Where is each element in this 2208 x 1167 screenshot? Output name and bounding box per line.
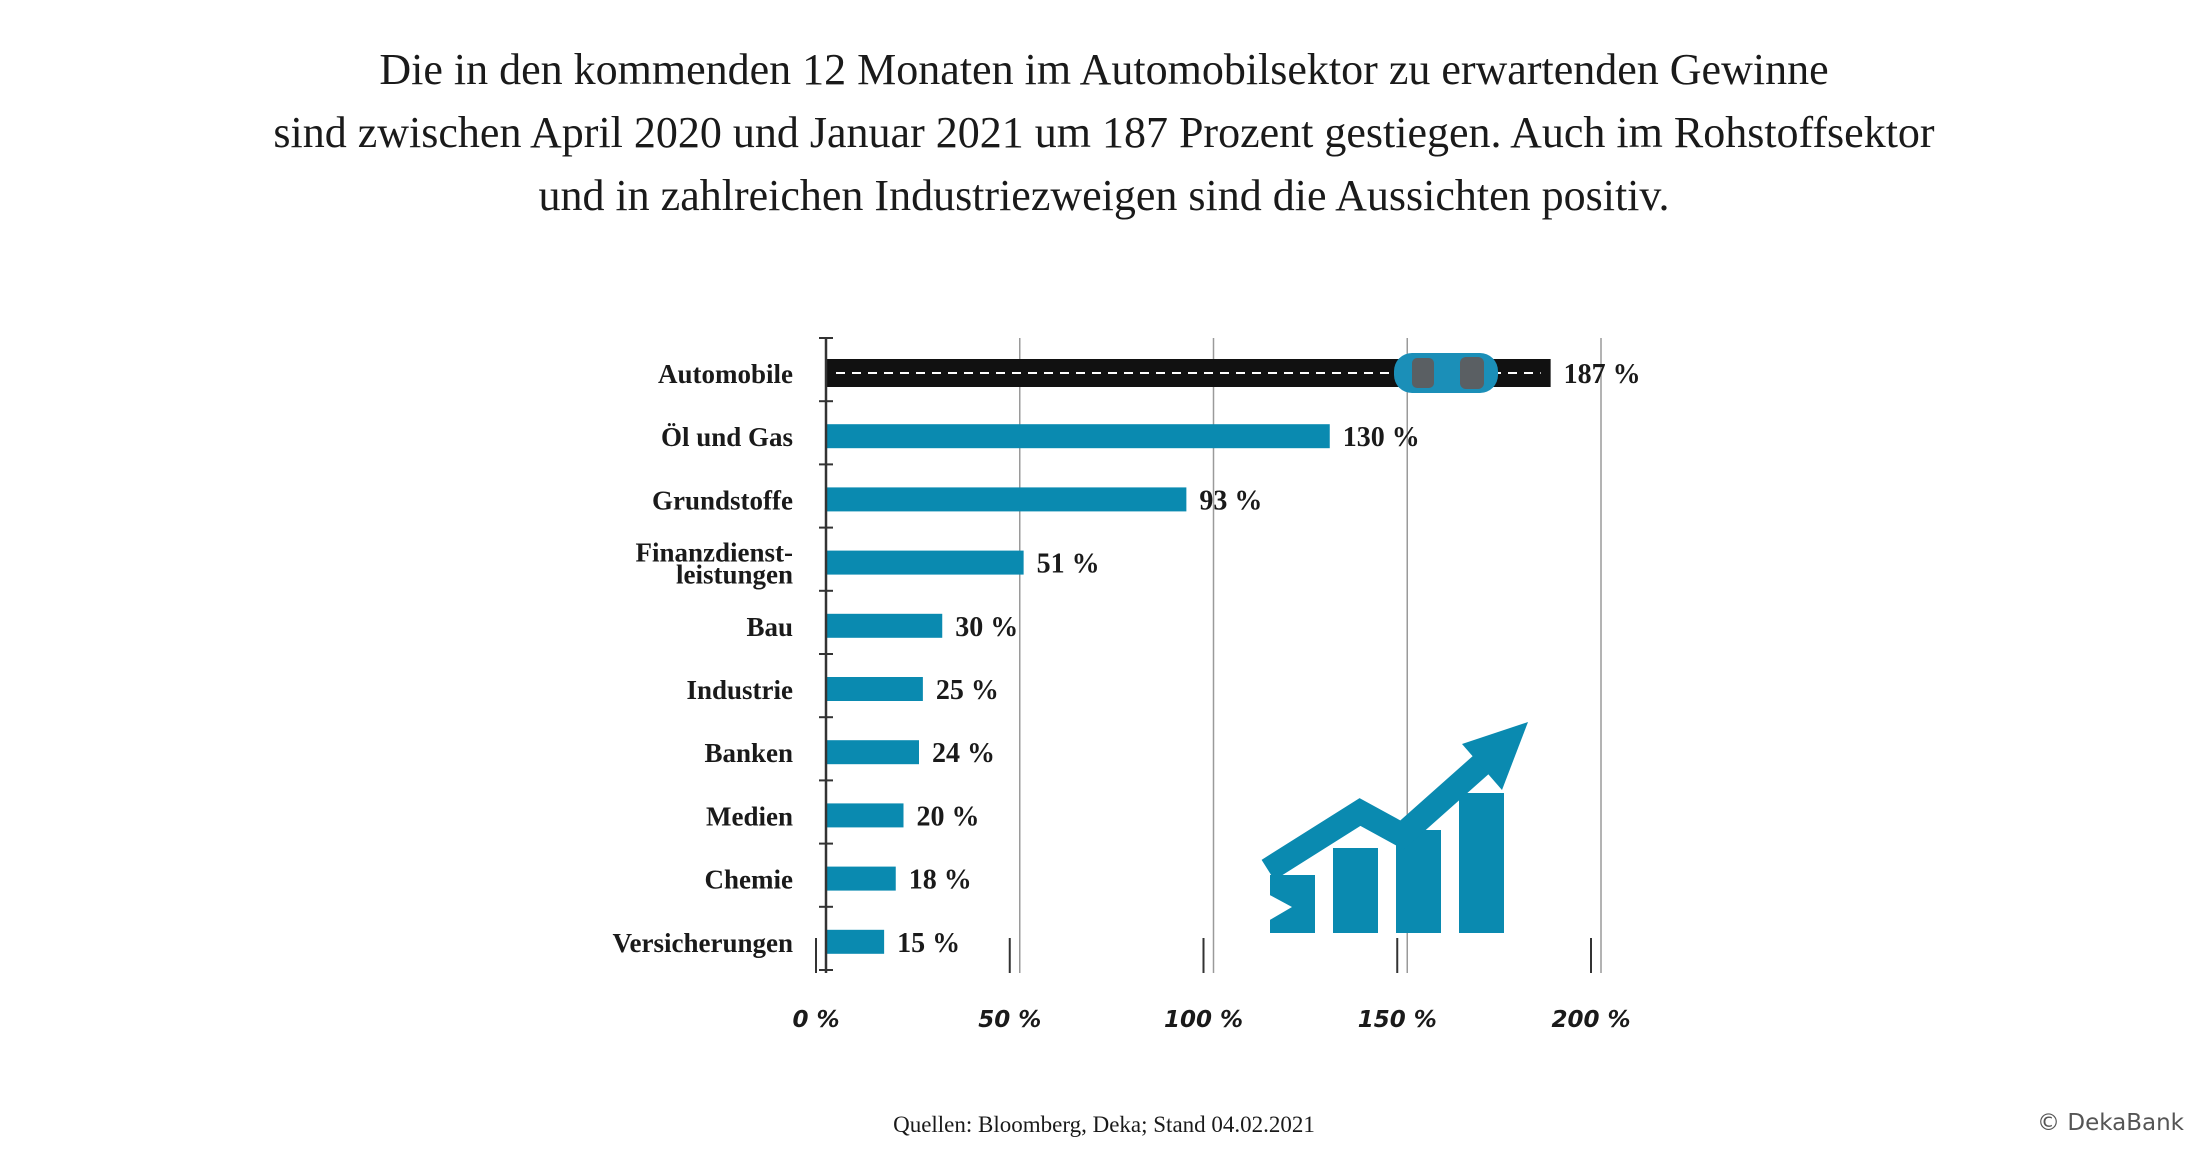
category-label-4: Bau [746, 612, 793, 642]
category-label-7: Medien [706, 801, 793, 831]
value-label-0: 187 % [1564, 359, 1641, 390]
category-label-2: Grundstoffe [652, 485, 793, 515]
category-label-1: Öl und Gas [661, 422, 793, 452]
value-label-2: 93 % [1199, 485, 1262, 516]
labels: 187 % Automobile 130 % Öl und Gas 93 % Grunds… [613, 359, 1641, 1033]
car-icon [1394, 353, 1498, 393]
category-label-8: Chemie [705, 865, 793, 895]
category-label-6: Banken [704, 738, 793, 768]
value-label-6: 24 % [932, 738, 995, 769]
bar-6 [826, 740, 919, 765]
x-tick-label-50: 50 % [978, 1007, 1041, 1033]
source-note: Quellen: Bloomberg, Deka; Stand 04.02.20… [893, 1112, 1315, 1137]
bar-1 [826, 424, 1330, 449]
axes [815, 337, 1592, 973]
bar-4 [826, 613, 943, 638]
category-label-3-1: leistungen [676, 560, 793, 590]
x-tick-label-200: 200 % [1551, 1007, 1630, 1033]
headline-line-1: Die in den kommenden 12 Monaten im Autom… [379, 45, 1829, 94]
value-label-1: 130 % [1343, 422, 1420, 453]
value-label-7: 20 % [917, 801, 980, 832]
bar-8 [826, 866, 896, 891]
bar-2 [826, 487, 1187, 512]
value-label-4: 30 % [955, 612, 1018, 643]
value-label-3: 51 % [1037, 549, 1100, 580]
bar-chart: 187 % Automobile 130 % Öl und Gas 93 % Grunds… [613, 337, 1641, 1033]
category-label-0: Automobile [658, 359, 793, 389]
x-tick-label-0: 0 % [792, 1007, 839, 1033]
copyright-note: © DekaBank [2037, 1110, 2184, 1136]
x-tick-label-150: 150 % [1358, 1007, 1437, 1033]
headline-line-3: und in zahlreichen Industriezweigen sind… [538, 171, 1670, 220]
car-rear-window [1412, 358, 1434, 388]
category-label-3-0: Finanzdienst- [635, 538, 793, 568]
value-label-9: 15 % [897, 928, 960, 959]
x-tick-label-100: 100 % [1164, 1007, 1243, 1033]
car-roof [1436, 360, 1458, 386]
headline-line-2: sind zwischen April 2020 und Januar 2021… [273, 108, 1935, 157]
value-label-5: 25 % [936, 675, 999, 706]
bar-9 [826, 929, 885, 954]
bar-7 [826, 803, 904, 828]
bar-5 [826, 677, 923, 701]
value-label-8: 18 % [909, 865, 972, 896]
chart-headline: Die in den kommenden 12 Monaten im Autom… [0, 38, 2208, 227]
category-label-5: Industrie [686, 675, 793, 705]
car-windshield [1460, 357, 1484, 389]
bar-3 [826, 550, 1024, 575]
bars [826, 353, 1551, 954]
rising-chart-arrow-icon [1251, 722, 1528, 933]
category-label-9: Versicherungen [613, 928, 794, 958]
